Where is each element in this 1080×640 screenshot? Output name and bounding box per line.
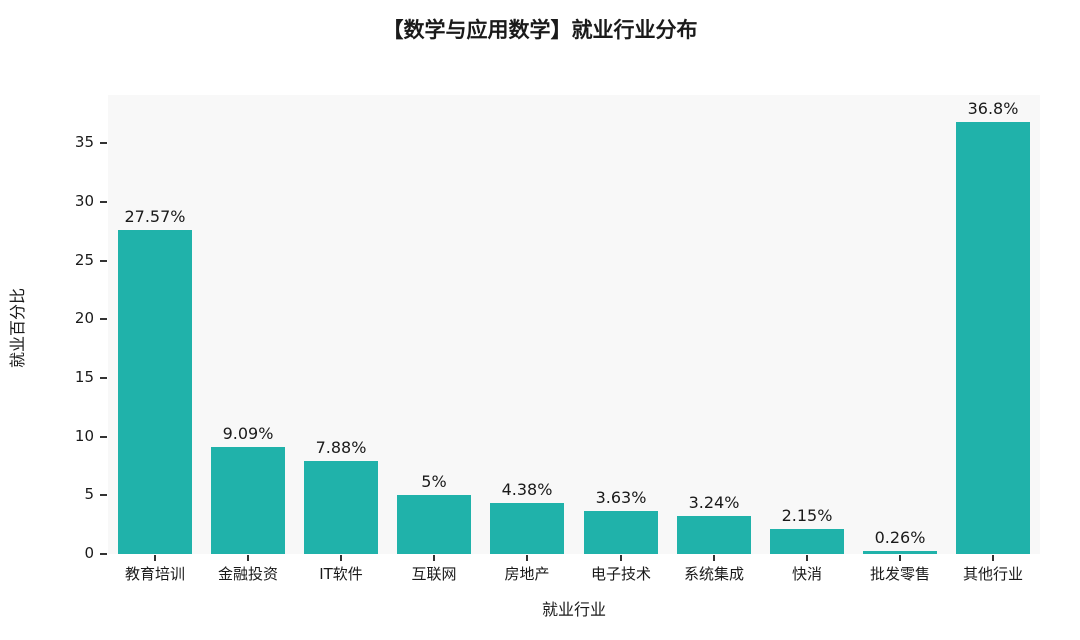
bar <box>863 551 937 554</box>
bar <box>584 511 658 554</box>
bar <box>304 461 378 554</box>
bar <box>211 447 285 554</box>
y-tick-mark <box>100 376 107 379</box>
bar <box>956 122 1030 554</box>
bar-value-label: 3.24% <box>688 493 740 512</box>
x-tick-mark <box>899 555 901 561</box>
bar <box>118 230 192 554</box>
y-tick-label: 20 <box>74 309 94 328</box>
bar <box>397 495 471 554</box>
bar-value-label: 2.15% <box>781 506 833 525</box>
x-tick-mark <box>247 555 249 561</box>
x-tick-mark <box>340 555 342 561</box>
x-tick-label: 快消 <box>791 565 822 583</box>
bar <box>677 516 751 554</box>
y-tick-label: 5 <box>84 485 94 504</box>
x-tick-mark <box>620 555 622 561</box>
bar-value-label: 36.8% <box>967 99 1019 118</box>
x-tick-mark <box>713 555 715 561</box>
x-tick-label: 金融投资 <box>217 565 278 583</box>
bar-value-label: 0.26% <box>874 528 926 547</box>
x-tick-label: 房地产 <box>504 565 550 583</box>
x-tick-mark <box>154 555 156 561</box>
x-tick-mark <box>526 555 528 561</box>
y-axis-title: 就业百分比 <box>8 288 27 369</box>
y-tick-label: 0 <box>84 544 94 562</box>
x-tick-label: 其他行业 <box>962 565 1023 583</box>
x-tick-label: IT软件 <box>319 565 363 583</box>
bar-value-label: 27.57% <box>124 207 186 226</box>
bar <box>770 529 844 554</box>
bar-value-label: 7.88% <box>315 438 367 457</box>
x-tick-label: 互联网 <box>411 565 457 583</box>
plot-area <box>108 95 1040 554</box>
y-tick-mark <box>100 435 107 438</box>
x-tick-mark <box>992 555 994 561</box>
x-axis-title: 就业行业 <box>541 600 606 619</box>
y-tick-mark <box>100 200 107 203</box>
x-tick-label: 教育培训 <box>124 565 185 583</box>
y-tick-mark <box>100 142 107 145</box>
y-tick-label: 10 <box>74 426 94 445</box>
y-tick-mark <box>100 494 107 497</box>
x-tick-mark <box>806 555 808 561</box>
x-tick-label: 批发零售 <box>869 565 930 583</box>
bar <box>490 503 564 554</box>
y-tick-label: 35 <box>74 133 94 152</box>
x-tick-label: 系统集成 <box>683 565 744 583</box>
bar-value-label: 4.38% <box>501 480 553 499</box>
bar-value-label: 9.09% <box>222 424 274 443</box>
y-tick-label: 30 <box>74 191 94 210</box>
x-tick-mark <box>433 555 435 561</box>
bar-value-label: 5% <box>421 472 447 491</box>
chart-title: 【数学与应用数学】就业行业分布 <box>382 18 698 42</box>
x-tick-label: 电子技术 <box>590 565 651 583</box>
y-tick-mark <box>100 318 107 321</box>
y-tick-mark <box>100 553 107 555</box>
y-tick-label: 15 <box>74 367 94 386</box>
y-tick-mark <box>100 259 107 262</box>
y-tick-label: 25 <box>74 250 94 269</box>
bar-value-label: 3.63% <box>595 488 647 507</box>
